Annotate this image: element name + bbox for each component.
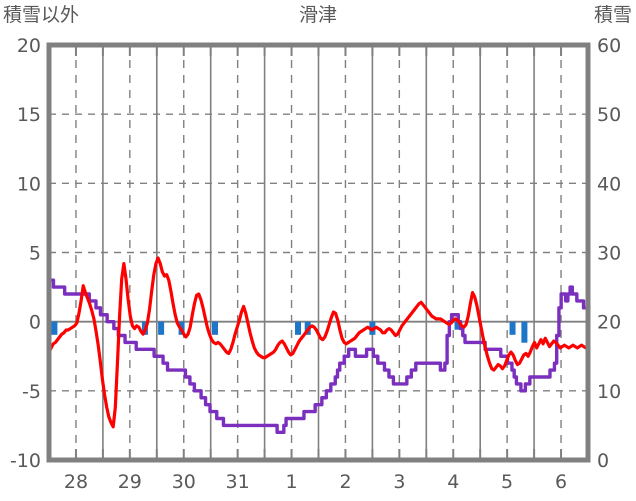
x-tick-label: 28 [64, 471, 88, 493]
left-tick-label: 10 [17, 173, 41, 195]
right-axis-title: 積雪 [593, 4, 632, 26]
left-tick-label: 15 [17, 104, 41, 126]
right-tick-label: 60 [597, 35, 621, 57]
axis-ticks [74, 45, 563, 460]
x-axis-tick-labels: 28 29 30 31 1 2 3 4 5 6 [64, 471, 567, 493]
page-title: 滑津 [298, 4, 337, 26]
left-tick-label: -10 [10, 450, 41, 472]
right-tick-label: 0 [597, 450, 609, 472]
right-tick-label: 20 [597, 312, 621, 334]
left-axis-tick-labels: 20 15 10 5 0 -5 -10 [10, 35, 41, 472]
right-axis-tick-labels: 60 50 40 30 20 10 0 [597, 35, 621, 472]
x-tick-label: 31 [226, 471, 250, 493]
x-tick-label: 2 [339, 471, 351, 493]
left-axis-title: 積雪以外 [3, 4, 80, 26]
right-tick-label: 50 [597, 104, 621, 126]
right-tick-label: 30 [597, 243, 621, 265]
right-tick-label: 40 [597, 173, 621, 195]
temperature-line [47, 256, 590, 429]
x-tick-label: 6 [555, 471, 567, 493]
snow-depth-line [47, 278, 590, 435]
x-tick-label: 5 [501, 471, 513, 493]
left-tick-label: 0 [29, 312, 41, 334]
x-tick-label: 29 [118, 471, 142, 493]
left-tick-label: -5 [22, 381, 41, 403]
x-tick-label: 3 [393, 471, 405, 493]
left-tick-label: 20 [17, 35, 41, 57]
right-tick-label: 10 [597, 381, 621, 403]
precipitation-bars [51, 321, 528, 343]
vertical-gridlines [75, 45, 562, 460]
x-tick-label: 4 [447, 471, 459, 493]
x-tick-label: 30 [172, 471, 196, 493]
x-tick-label: 1 [286, 471, 298, 493]
left-tick-label: 5 [29, 243, 41, 265]
